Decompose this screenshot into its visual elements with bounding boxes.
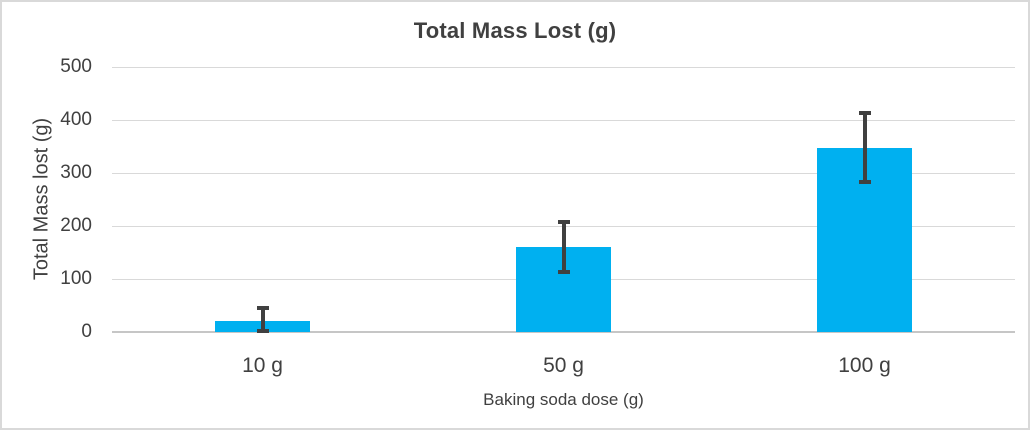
y-tick-label: 200	[60, 215, 92, 236]
x-axis-title: Baking soda dose (g)	[483, 390, 644, 409]
y-tick-label: 400	[60, 109, 92, 130]
x-tick-label: 50 g	[543, 354, 584, 377]
error-bar-cap-bottom	[557, 269, 570, 274]
error-bar-cap-bottom	[256, 328, 269, 333]
error-bar-cap-top	[858, 111, 871, 116]
y-tick-label: 0	[81, 321, 92, 342]
error-bar-line	[561, 222, 566, 272]
x-axis-line	[112, 331, 1015, 333]
error-bar-cap-top	[256, 306, 269, 311]
error-bar-line	[862, 113, 867, 182]
gridline	[112, 120, 1015, 121]
gridline	[112, 173, 1015, 174]
y-tick-label: 500	[60, 56, 92, 77]
gridline	[112, 67, 1015, 68]
error-bar-cap-top	[557, 220, 570, 225]
x-tick-label: 100 g	[838, 354, 891, 377]
y-tick-label: 100	[60, 268, 92, 289]
error-bar-cap-bottom	[858, 180, 871, 184]
error-bar-line	[260, 308, 265, 331]
y-tick-label: 300	[60, 162, 92, 183]
x-tick-label: 10 g	[242, 354, 283, 377]
chart-title: Total Mass Lost (g)	[413, 18, 617, 43]
